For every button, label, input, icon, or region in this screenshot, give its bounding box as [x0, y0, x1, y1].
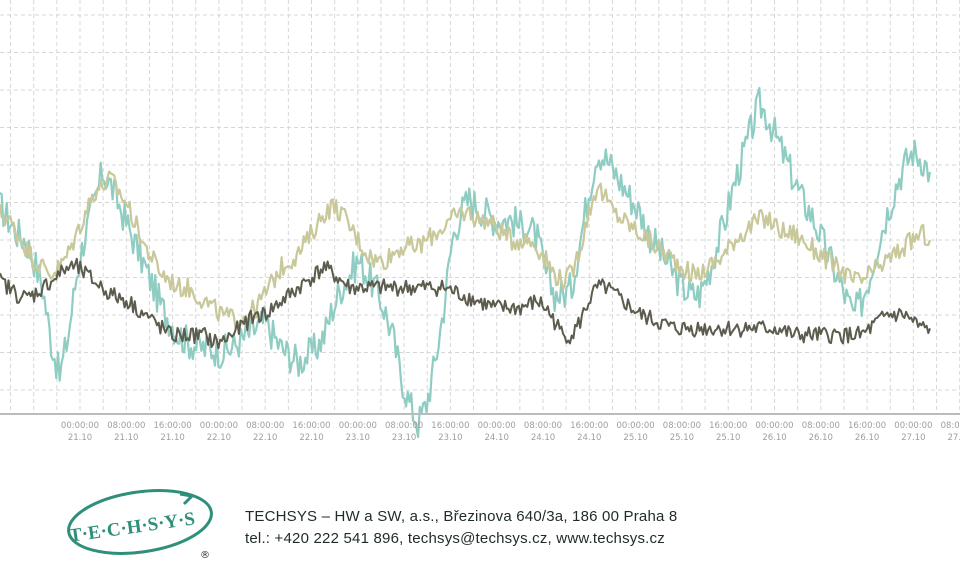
x-tick-time: 00:00:00: [200, 421, 238, 431]
logo-wordmark: T·E·C·H·S·Y·S: [68, 508, 196, 546]
x-tick-time: 08:00:00: [246, 421, 284, 431]
x-tick-time: 00:00:00: [755, 421, 793, 431]
series-line-teal: [0, 86, 932, 438]
footer: T·E·C·H·S·Y·S ® TECHSYS – HW a SW, a.s.,…: [0, 476, 960, 564]
x-tick-date: 27.10: [901, 433, 925, 443]
x-tick-date: 26.10: [809, 433, 833, 443]
company-contact: tel.: +420 222 541 896, techsys@techsys.…: [245, 530, 665, 547]
x-tick-date: 23.10: [392, 433, 416, 443]
x-tick-date: 21.10: [160, 433, 184, 443]
x-tick-time: 00:00:00: [339, 421, 377, 431]
company-info: TECHSYS – HW a SW, a.s., Březinova 640/3…: [245, 506, 677, 550]
registered-mark: ®: [200, 550, 210, 560]
x-tick-time: 16:00:00: [570, 421, 608, 431]
x-tick-date: 21.10: [114, 433, 138, 443]
line-chart: 00:00:00 21.10 08:00:00 21.10 16:00:00 21.10 0…: [0, 0, 960, 443]
x-tick-time: 08:00:00: [524, 421, 562, 431]
x-tick-time: 00:00:00: [61, 421, 99, 431]
x-tick-date: 25.10: [670, 433, 694, 443]
x-tick-date: 26.10: [855, 433, 879, 443]
x-tick-time: 16:00:00: [292, 421, 330, 431]
x-tick-time: 08:00:00: [385, 421, 423, 431]
logo-ellipse: [67, 489, 213, 555]
series-line-khaki: [0, 170, 932, 330]
x-tick-date: 24.10: [485, 433, 509, 443]
x-tick-date: 25.10: [623, 433, 647, 443]
x-tick-date: 25.10: [716, 433, 740, 443]
x-tick-date: 21.10: [68, 433, 92, 443]
x-tick-time: 16:00:00: [431, 421, 469, 431]
x-tick-date: 27.10: [948, 433, 960, 443]
chart-series: [0, 86, 932, 438]
x-tick-date: 22.10: [253, 433, 277, 443]
x-tick-date: 24.10: [577, 433, 601, 443]
x-tick-time: 00:00:00: [478, 421, 516, 431]
x-tick-date: 23.10: [346, 433, 370, 443]
x-tick-time: 08:00:00: [941, 421, 960, 431]
series-line-dark: [0, 257, 931, 350]
logo-arrow-icon: [179, 492, 196, 506]
x-tick-time: 08:00:00: [663, 421, 701, 431]
x-tick-date: 23.10: [438, 433, 462, 443]
x-tick-date: 22.10: [207, 433, 231, 443]
techsys-logo: T·E·C·H·S·Y·S ®: [67, 489, 213, 560]
x-tick-time: 00:00:00: [894, 421, 932, 431]
x-tick-time: 08:00:00: [107, 421, 145, 431]
x-tick-time: 16:00:00: [848, 421, 886, 431]
x-tick-time: 16:00:00: [154, 421, 192, 431]
x-tick-time: 16:00:00: [709, 421, 747, 431]
x-tick-date: 24.10: [531, 433, 555, 443]
x-axis-ticks: 00:00:00 21.10 08:00:00 21.10 16:00:00 21.10 0…: [61, 421, 960, 443]
x-tick-date: 26.10: [762, 433, 786, 443]
x-tick-date: 22.10: [299, 433, 323, 443]
x-tick-time: 00:00:00: [617, 421, 655, 431]
company-address: TECHSYS – HW a SW, a.s., Březinova 640/3…: [245, 508, 678, 525]
chart-grid: [0, 0, 960, 414]
x-tick-time: 08:00:00: [802, 421, 840, 431]
